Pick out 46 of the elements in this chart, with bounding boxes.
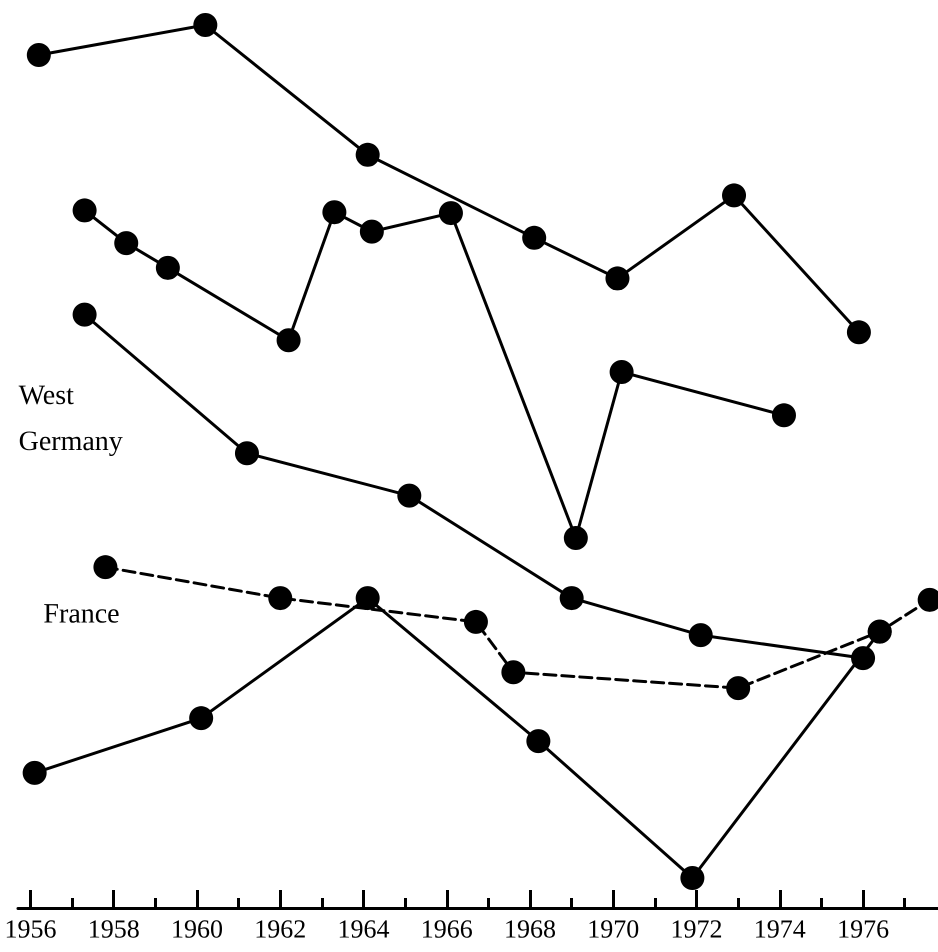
point	[605, 266, 630, 290]
point	[276, 328, 301, 352]
point	[322, 200, 346, 224]
point	[93, 555, 118, 580]
point	[22, 760, 47, 785]
point	[114, 231, 138, 256]
point	[360, 220, 384, 244]
point	[193, 13, 218, 37]
point	[234, 441, 259, 466]
point	[522, 226, 546, 250]
x-tick-label: 1960	[171, 914, 224, 944]
x-tick-label: 1968	[504, 914, 556, 944]
point	[156, 256, 180, 280]
point	[464, 610, 488, 634]
point	[688, 623, 713, 648]
x-tick-label: 1974	[754, 914, 806, 944]
point	[356, 586, 380, 610]
x-tick-label: 1956	[4, 914, 56, 944]
point	[501, 660, 526, 684]
point	[26, 43, 51, 68]
x-tick-label: 1958	[88, 914, 140, 944]
point	[722, 183, 746, 208]
series-label: France	[43, 598, 120, 630]
point	[356, 142, 380, 167]
point	[726, 676, 750, 700]
point	[189, 706, 214, 730]
series-label: West Germany	[18, 380, 123, 458]
point	[680, 866, 704, 890]
point	[851, 646, 876, 670]
point	[397, 484, 422, 508]
x-tick-label: 1964	[338, 914, 390, 944]
point	[72, 302, 97, 327]
x-tick-label: 1962	[254, 914, 306, 944]
x-tick-label: 1976	[837, 914, 890, 944]
point	[772, 403, 796, 428]
x-tick-label: 1970	[587, 914, 640, 944]
x-tick-label: 1966	[420, 914, 473, 944]
point	[560, 586, 584, 610]
point	[526, 729, 550, 754]
point	[564, 526, 588, 550]
point	[268, 586, 292, 610]
x-tick-label: 1972	[670, 914, 723, 944]
point	[846, 320, 871, 344]
point	[610, 360, 634, 384]
point	[72, 198, 97, 222]
point	[438, 201, 463, 226]
